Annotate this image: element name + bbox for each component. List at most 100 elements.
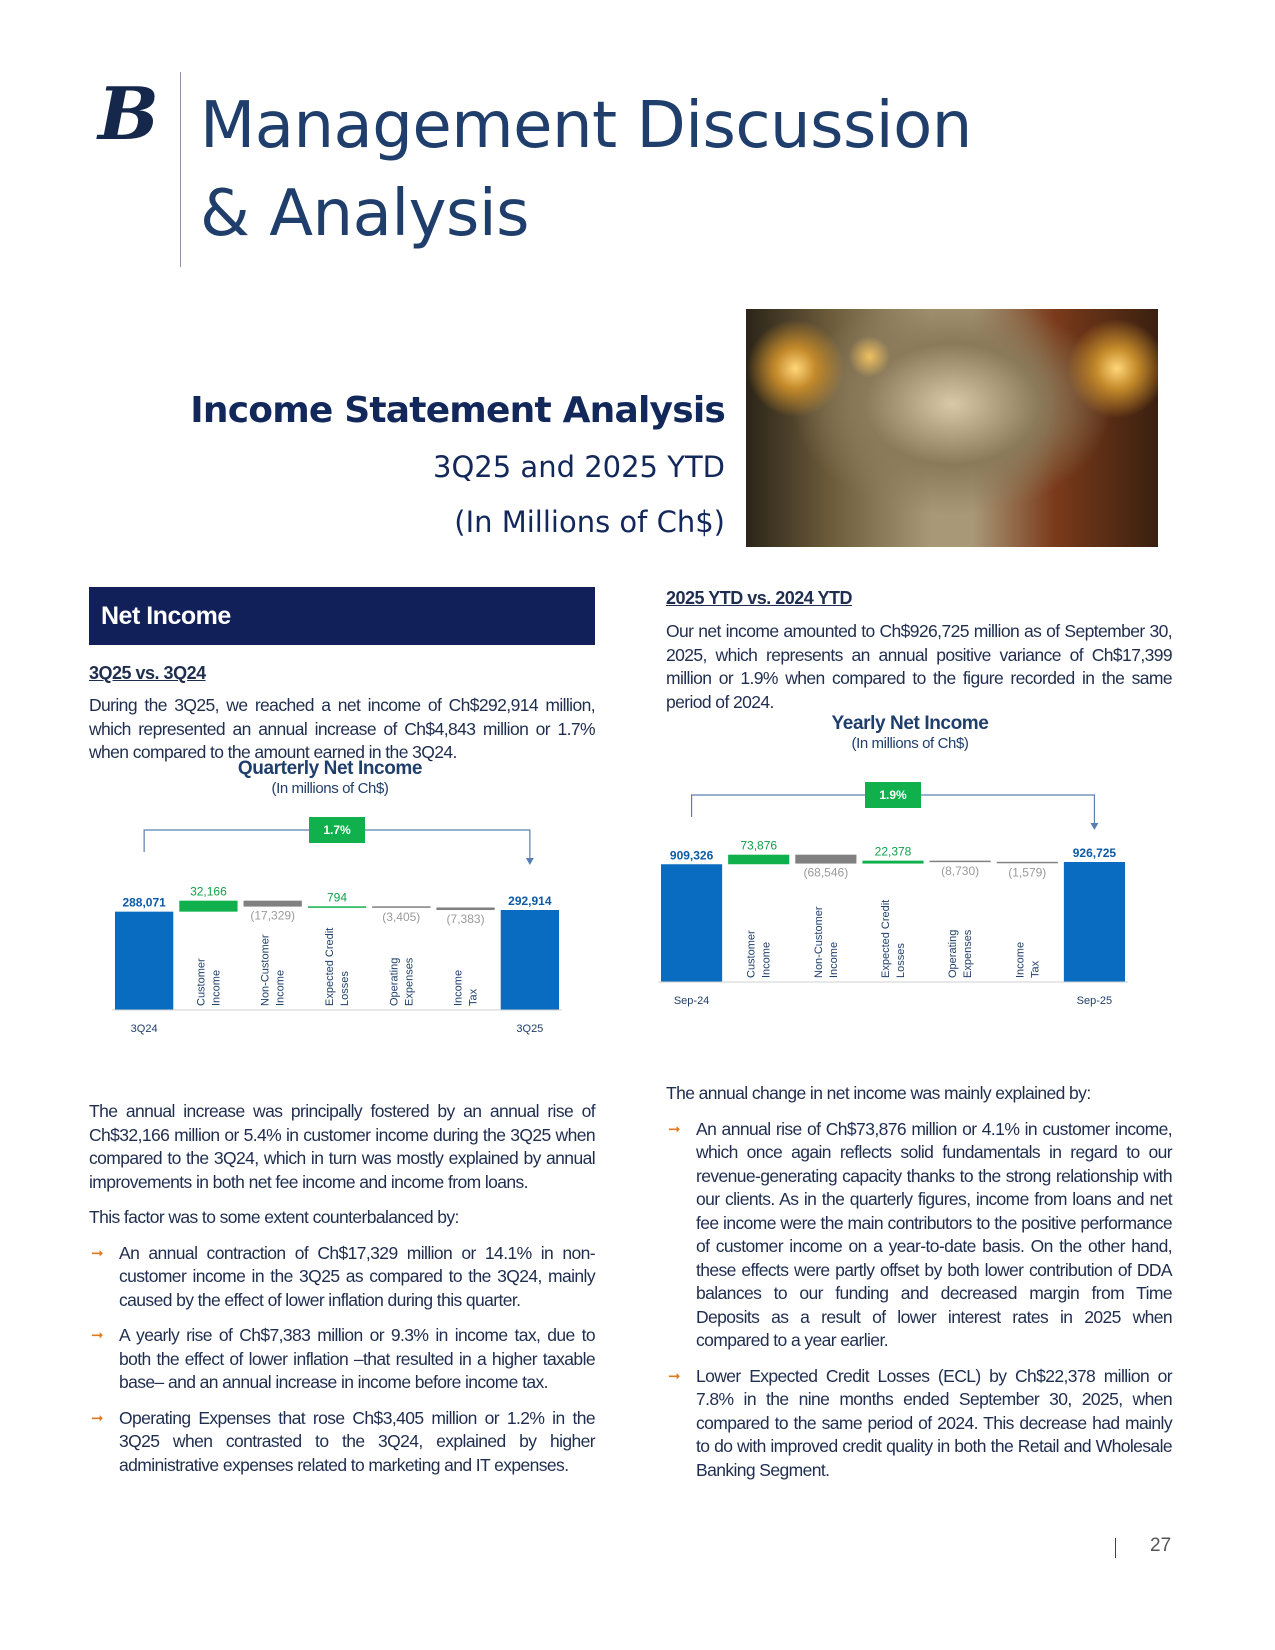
quarterly-chart-title: Quarterly Net Income bbox=[237, 758, 423, 779]
bullet-text: An annual rise of Ch$73,876 million or 4… bbox=[696, 1118, 1173, 1351]
category-label-line: Income bbox=[275, 970, 287, 1006]
data-label: (68,546) bbox=[804, 866, 849, 880]
category-label-line: Expected Credit bbox=[324, 928, 336, 1006]
data-label: (7,383) bbox=[447, 912, 485, 926]
bullet-item: ➞ An annual rise of Ch$73,876 million or … bbox=[666, 1118, 1173, 1353]
waterfall-bar-increase bbox=[862, 860, 924, 864]
quarterly-intro: During the 3Q25, we reached a net income… bbox=[89, 695, 596, 762]
waterfall-bar-decrease bbox=[436, 907, 495, 910]
data-label: 909,326 bbox=[670, 848, 714, 862]
bullet-text: An annual contraction of Ch$17,329 milli… bbox=[119, 1242, 596, 1310]
arrow-bullet-icon: ➞ bbox=[668, 1367, 681, 1385]
data-label: (1,579) bbox=[1008, 865, 1046, 879]
data-label: 794 bbox=[327, 890, 347, 904]
arrow-bullet-icon: ➞ bbox=[668, 1120, 681, 1138]
data-label: 292,914 bbox=[508, 894, 552, 908]
category-label-line: Income bbox=[1014, 942, 1026, 978]
x-end-label: 3Q25 bbox=[516, 1023, 543, 1035]
waterfall-bar-increase bbox=[728, 854, 790, 865]
page-title-line2: & Analysis bbox=[200, 177, 529, 251]
page-title-line1: Management Discussion bbox=[200, 89, 972, 163]
category-label-line: Income bbox=[828, 942, 840, 978]
waterfall-bar-decrease bbox=[929, 860, 991, 863]
arrow-bullet-icon: ➞ bbox=[91, 1327, 104, 1344]
quarterly-chart-subtitle: (In millions of Ch$) bbox=[271, 780, 389, 797]
change-badge bbox=[309, 817, 365, 843]
category-label: Customer Income bbox=[746, 930, 773, 978]
waterfall-bar-decrease bbox=[372, 906, 431, 908]
category-label-line: Tax bbox=[1029, 960, 1041, 978]
category-label: Non-Customer Income bbox=[813, 906, 840, 978]
quarterly-para2: This factor was to some extent counterba… bbox=[89, 1207, 459, 1227]
category-label-line: Losses bbox=[339, 971, 351, 1006]
yearly-chart-title: Yearly Net Income bbox=[831, 713, 989, 734]
data-label: 73,876 bbox=[740, 839, 777, 853]
bank-hall-photo bbox=[746, 309, 1158, 547]
quarterly-para1: The annual increase was principally fost… bbox=[89, 1101, 596, 1192]
data-label: (8,730) bbox=[941, 864, 979, 878]
change-badge-label: 1.9% bbox=[879, 788, 907, 802]
category-label-line: Income bbox=[761, 942, 773, 978]
page-number-divider bbox=[1115, 1538, 1116, 1558]
waterfall-bar-decrease bbox=[243, 900, 302, 907]
category-label-line: Non-Customer bbox=[260, 934, 272, 1006]
yearly-chart-header: Yearly Net Income (In millions of Ch$) bbox=[670, 713, 1150, 752]
bullet-item: ➞ An annual contraction of Ch$17,329 mill… bbox=[89, 1242, 596, 1313]
x-start-label: Sep-24 bbox=[674, 995, 709, 1007]
data-label: (17,329) bbox=[250, 909, 295, 923]
arrow-down-icon bbox=[525, 858, 534, 865]
ytd-body: The annual change in net income was main… bbox=[666, 1082, 1173, 1494]
category-label: Operating Expenses bbox=[947, 929, 974, 978]
category-label-line: Customer bbox=[746, 930, 758, 978]
page-number: 27 bbox=[1150, 1535, 1172, 1556]
ytd-intro: Our net income amounted to Ch$926,725 mi… bbox=[666, 621, 1173, 712]
x-end-label: Sep-25 bbox=[1077, 995, 1112, 1007]
category-label-line: Customer bbox=[195, 958, 207, 1006]
data-label: 22,378 bbox=[875, 845, 912, 859]
category-label: Non-Customer Income bbox=[260, 934, 287, 1006]
bullet-text: A yearly rise of Ch$7,383 million or 9.3… bbox=[119, 1325, 596, 1392]
title-divider bbox=[180, 72, 181, 267]
category-label-line: Income bbox=[210, 970, 222, 1006]
change-badge-label: 1.7% bbox=[323, 823, 351, 837]
change-badge bbox=[865, 782, 921, 808]
category-label: Operating Expenses bbox=[388, 957, 415, 1006]
section-units: (In Millions of Ch$) bbox=[454, 505, 725, 539]
net-income-banner: Net Income bbox=[89, 587, 595, 645]
bullet-item: ➞ Operating Expenses that rose Ch$3,405 m… bbox=[89, 1407, 596, 1478]
waterfall-bar-decrease bbox=[795, 854, 857, 864]
category-label-line: Operating bbox=[388, 958, 400, 1006]
category-label-line: Losses bbox=[895, 943, 907, 978]
section-subtitle: 3Q25 and 2025 YTD bbox=[433, 450, 725, 484]
bullet-text: Operating Expenses that rose Ch$3,405 mi… bbox=[119, 1407, 596, 1475]
category-label: Customer Income bbox=[195, 958, 222, 1006]
waterfall-bar-increase bbox=[307, 906, 367, 908]
data-label: 32,166 bbox=[190, 885, 227, 899]
waterfall-bar-total bbox=[115, 911, 174, 1010]
category-label-line: Non-Customer bbox=[813, 906, 825, 978]
category-label-line: Expenses bbox=[962, 929, 974, 978]
bank-logo: B bbox=[98, 71, 159, 156]
bullet-item: ➞ A yearly rise of Ch$7,383 million or 9.… bbox=[89, 1324, 596, 1395]
category-label-line: Income bbox=[453, 970, 465, 1006]
arrow-down-icon bbox=[1090, 823, 1099, 830]
waterfall-bar-total bbox=[1063, 862, 1125, 982]
yearly-chart-subtitle: (In millions of Ch$) bbox=[851, 735, 969, 752]
quarterly-heading: 3Q25 vs. 3Q24 bbox=[89, 663, 206, 683]
quarterly-body: The annual increase was principally fost… bbox=[89, 1100, 596, 1489]
data-label: (3,405) bbox=[382, 910, 420, 924]
quarterly-chart-header: Quarterly Net Income (In millions of Ch$… bbox=[100, 758, 560, 797]
x-start-label: 3Q24 bbox=[131, 1023, 158, 1035]
waterfall-bar-decrease bbox=[996, 861, 1058, 864]
category-label: Expected Credit Losses bbox=[880, 900, 907, 978]
category-label: Expected Credit Losses bbox=[324, 928, 351, 1006]
bullet-item: ➞ Lower Expected Credit Losses (ECL) by C… bbox=[666, 1365, 1173, 1483]
category-label-line: Operating bbox=[947, 930, 959, 978]
data-label: 926,725 bbox=[1073, 846, 1117, 860]
category-label: Income Tax bbox=[1014, 942, 1041, 978]
ytd-para1: The annual change in net income was main… bbox=[666, 1083, 1091, 1103]
category-label: Income Tax bbox=[453, 970, 480, 1006]
arrow-bullet-icon: ➞ bbox=[91, 1409, 104, 1427]
